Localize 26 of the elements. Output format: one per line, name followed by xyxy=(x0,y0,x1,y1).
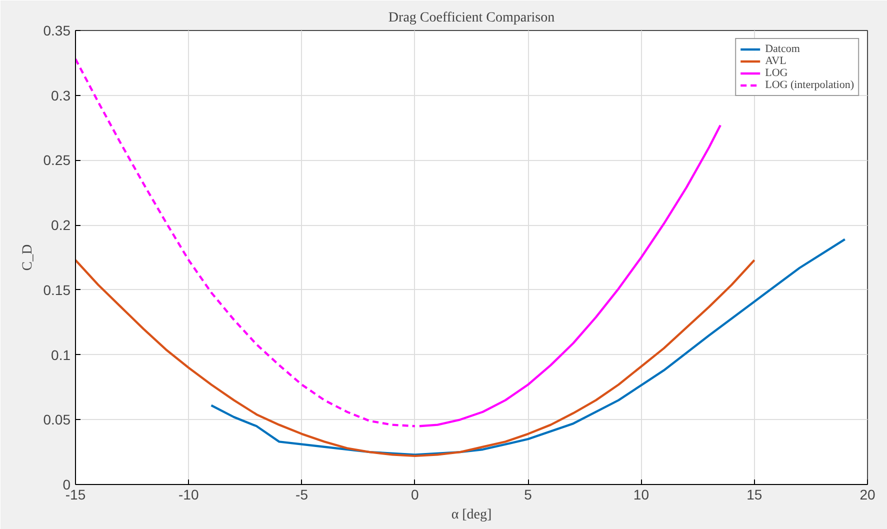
y-tick-label: 0.35 xyxy=(43,22,71,38)
x-tick-label: 5 xyxy=(524,486,532,502)
y-tick-label: 0.3 xyxy=(51,87,71,104)
legend-label: LOG xyxy=(765,67,788,79)
y-axis-title: C_D xyxy=(20,244,36,271)
y-tick-label: 0.2 xyxy=(51,217,71,234)
x-tick-label: 20 xyxy=(860,486,876,502)
x-tick-label: 15 xyxy=(746,486,762,502)
x-axis-title: α [deg] xyxy=(451,508,492,522)
y-tick-label: 0.05 xyxy=(43,412,71,428)
y-tick-label: 0.25 xyxy=(43,152,71,168)
line-series xyxy=(76,58,416,428)
x-tick-label: 10 xyxy=(633,486,650,502)
x-tick-label: 0 xyxy=(411,486,420,502)
x-tick-label: -10 xyxy=(178,486,199,502)
legend-label: LOG (interpolation) xyxy=(765,79,854,91)
line-series xyxy=(76,258,756,458)
legend-label: AVL xyxy=(765,55,786,67)
line-series xyxy=(418,124,722,428)
y-tick-label: 0 xyxy=(62,476,71,492)
y-tick-label: 0.15 xyxy=(43,282,71,298)
line-series xyxy=(210,238,846,456)
legend-label: Datcom xyxy=(765,43,800,55)
chart-title: Drag Coefficient Comparison xyxy=(388,10,555,26)
y-tick-label: 0.1 xyxy=(51,346,71,363)
x-tick-label: -5 xyxy=(296,486,308,502)
